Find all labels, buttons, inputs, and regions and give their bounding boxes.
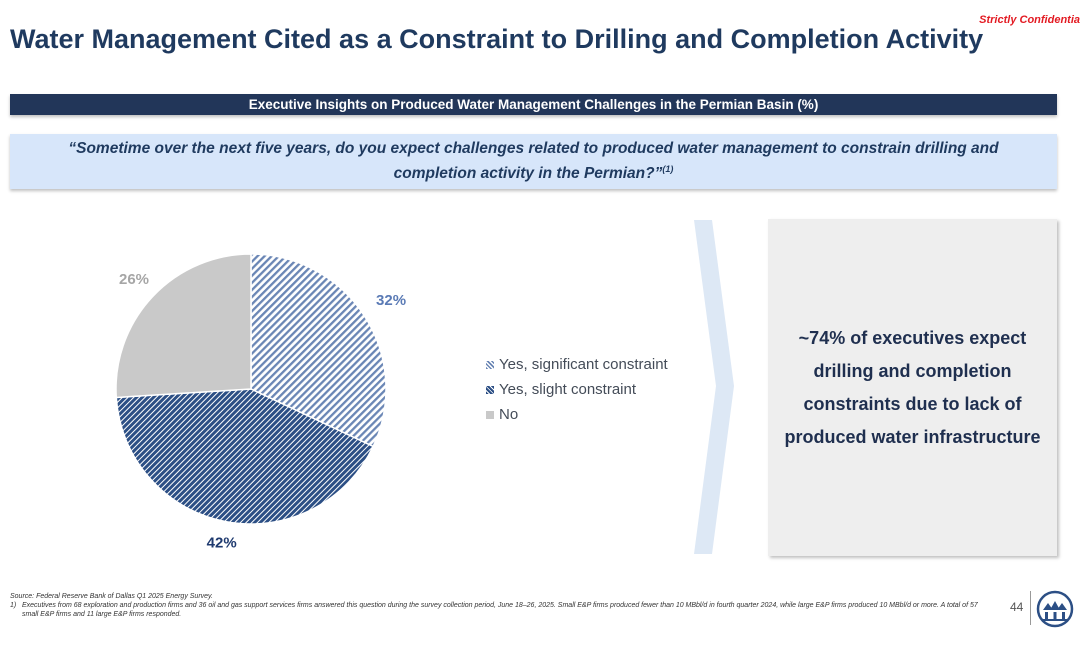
section-header-text: Executive Insights on Produced Water Man…: [248, 97, 819, 112]
page-title: Water Management Cited as a Constraint t…: [10, 24, 984, 54]
legend-label-slight: Yes, slight constraint: [499, 381, 637, 398]
legend-swatch-slight: [486, 385, 494, 394]
legend-item-slight: Yes, slight constraint: [486, 377, 668, 402]
pie-slice-no: [115, 253, 252, 399]
insight-text: ~74% of executives expect drilling and c…: [784, 327, 1041, 447]
legend-item-significant: Yes, significant constraint: [486, 352, 668, 377]
confidential-label: Strictly Confidentia: [979, 14, 1080, 26]
footnote-text: Executives from 68 exploration and produ…: [22, 602, 978, 618]
footnotes: Source: Federal Reserve Bank of Dallas Q…: [10, 592, 985, 619]
legend-swatch-significant: [486, 360, 494, 369]
pie-label-significant: 32%: [376, 292, 406, 309]
page-number: 44: [1010, 600, 1024, 614]
company-logo-icon: [1036, 590, 1074, 628]
survey-question-text: “Sometime over the next five years, do y…: [68, 140, 999, 183]
logo-divider: [1030, 591, 1031, 625]
chevron-arrow-icon: [694, 220, 734, 554]
legend-label-significant: Yes, significant constraint: [499, 356, 668, 373]
legend-swatch-no: [486, 410, 494, 419]
pie-label-no: 26%: [119, 271, 149, 288]
pie-chart: 32% 42% 26%: [115, 253, 406, 552]
section-header-bar: Executive Insights on Produced Water Man…: [10, 94, 1057, 115]
chart-legend: Yes, significant constraint Yes, slight …: [486, 352, 668, 427]
footnote-1: 1) Executives from 68 exploration and pr…: [10, 601, 985, 619]
footnote-reference: (1): [662, 164, 674, 175]
insight-callout-box: ~74% of executives expect drilling and c…: [768, 219, 1057, 556]
pie-slice-slight: [115, 388, 375, 525]
legend-label-no: No: [499, 406, 519, 423]
legend-item-no: No: [486, 402, 668, 427]
pie-slice-significant: [250, 253, 387, 448]
pie-label-slight: 42%: [207, 535, 237, 552]
source-note: Source: Federal Reserve Bank of Dallas Q…: [10, 593, 213, 600]
footnote-number: 1): [10, 602, 17, 609]
survey-question-box: “Sometime over the next five years, do y…: [10, 134, 1057, 189]
